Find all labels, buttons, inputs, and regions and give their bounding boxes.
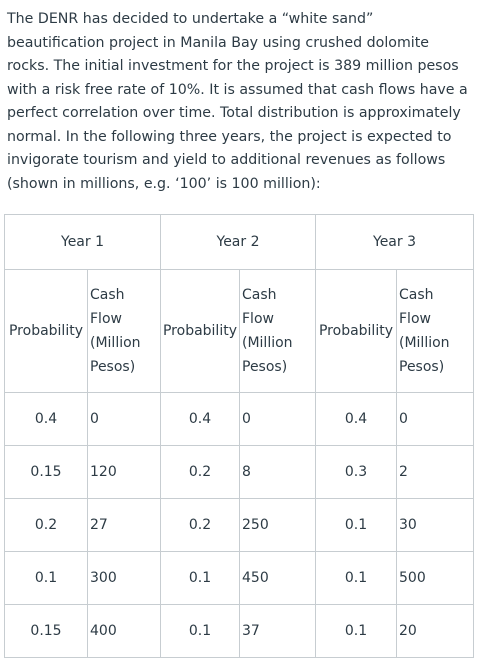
cash-flow-header: Cash Flow (Million Pesos) [396, 269, 474, 393]
cash-flow-cell: 30 [396, 498, 474, 552]
year-3-header: Year 3 [315, 214, 474, 270]
probability-header: Probability [160, 269, 240, 393]
cash-flow-cell: 400 [87, 604, 161, 658]
table-row: 0.15 400 0.1 37 0.1 20 [4, 604, 474, 658]
cash-flow-header-line: Flow [90, 311, 122, 327]
cash-flow-header-line: Pesos) [90, 359, 136, 375]
probability-cell: 0.4 [160, 392, 240, 446]
cash-flow-cell: 250 [239, 498, 316, 552]
cash-flow-cell: 20 [396, 604, 474, 658]
cash-flow-header-line: (Million [399, 335, 450, 351]
probability-cell: 0.1 [160, 551, 240, 605]
probability-cell: 0.2 [4, 498, 88, 552]
cash-flow-header-line: Flow [399, 311, 431, 327]
probability-cell: 0.1 [315, 498, 397, 552]
cash-flow-cell: 0 [396, 392, 474, 446]
probability-cell: 0.1 [4, 551, 88, 605]
cash-flow-header: Cash Flow (Million Pesos) [239, 269, 316, 393]
probability-cell: 0.4 [315, 392, 397, 446]
probability-cell: 0.4 [4, 392, 88, 446]
probability-cell: 0.1 [315, 604, 397, 658]
probability-cell: 0.2 [160, 445, 240, 499]
cash-flow-cell: 2 [396, 445, 474, 499]
cash-flow-cell: 300 [87, 551, 161, 605]
cash-flow-cell: 8 [239, 445, 316, 499]
table-row: 0.2 27 0.2 250 0.1 30 [4, 498, 474, 552]
cash-flow-cell: 0 [87, 392, 161, 446]
year-header-row: Year 1 Year 2 Year 3 [4, 214, 474, 270]
table-row: 0.15 120 0.2 8 0.3 2 [4, 445, 474, 499]
cash-flow-cell: 27 [87, 498, 161, 552]
cash-flow-header: Cash Flow (Million Pesos) [87, 269, 161, 393]
cash-flow-cell: 450 [239, 551, 316, 605]
cash-flow-header-line: Cash [242, 287, 277, 303]
probability-cell: 0.1 [315, 551, 397, 605]
year-1-header: Year 1 [4, 214, 161, 270]
cash-flow-header-line: (Million [242, 335, 293, 351]
probability-cell: 0.3 [315, 445, 397, 499]
cash-flow-header-line: Flow [242, 311, 274, 327]
cash-flow-table: Year 1 Year 2 Year 3 Probability Cash Fl… [4, 214, 474, 658]
probability-cell: 0.1 [160, 604, 240, 658]
probability-header: Probability [315, 269, 397, 393]
cash-flow-header-line: Cash [399, 287, 434, 303]
cash-flow-header-line: Cash [90, 287, 125, 303]
cash-flow-cell: 0 [239, 392, 316, 446]
cash-flow-header-line: Pesos) [242, 359, 288, 375]
year-2-header: Year 2 [160, 214, 316, 270]
probability-header: Probability [4, 269, 88, 393]
cash-flow-cell: 37 [239, 604, 316, 658]
cash-flow-header-line: Pesos) [399, 359, 445, 375]
column-header-row: Probability Cash Flow (Million Pesos) Pr… [4, 269, 474, 393]
table-row: 0.4 0 0.4 0 0.4 0 [4, 392, 474, 446]
table-row: 0.1 300 0.1 450 0.1 500 [4, 551, 474, 605]
cash-flow-header-line: (Million [90, 335, 141, 351]
probability-cell: 0.15 [4, 445, 88, 499]
probability-cell: 0.15 [4, 604, 88, 658]
problem-statement: The DENR has decided to undertake a “whi… [7, 11, 468, 192]
probability-cell: 0.2 [160, 498, 240, 552]
cash-flow-cell: 120 [87, 445, 161, 499]
cash-flow-cell: 500 [396, 551, 474, 605]
